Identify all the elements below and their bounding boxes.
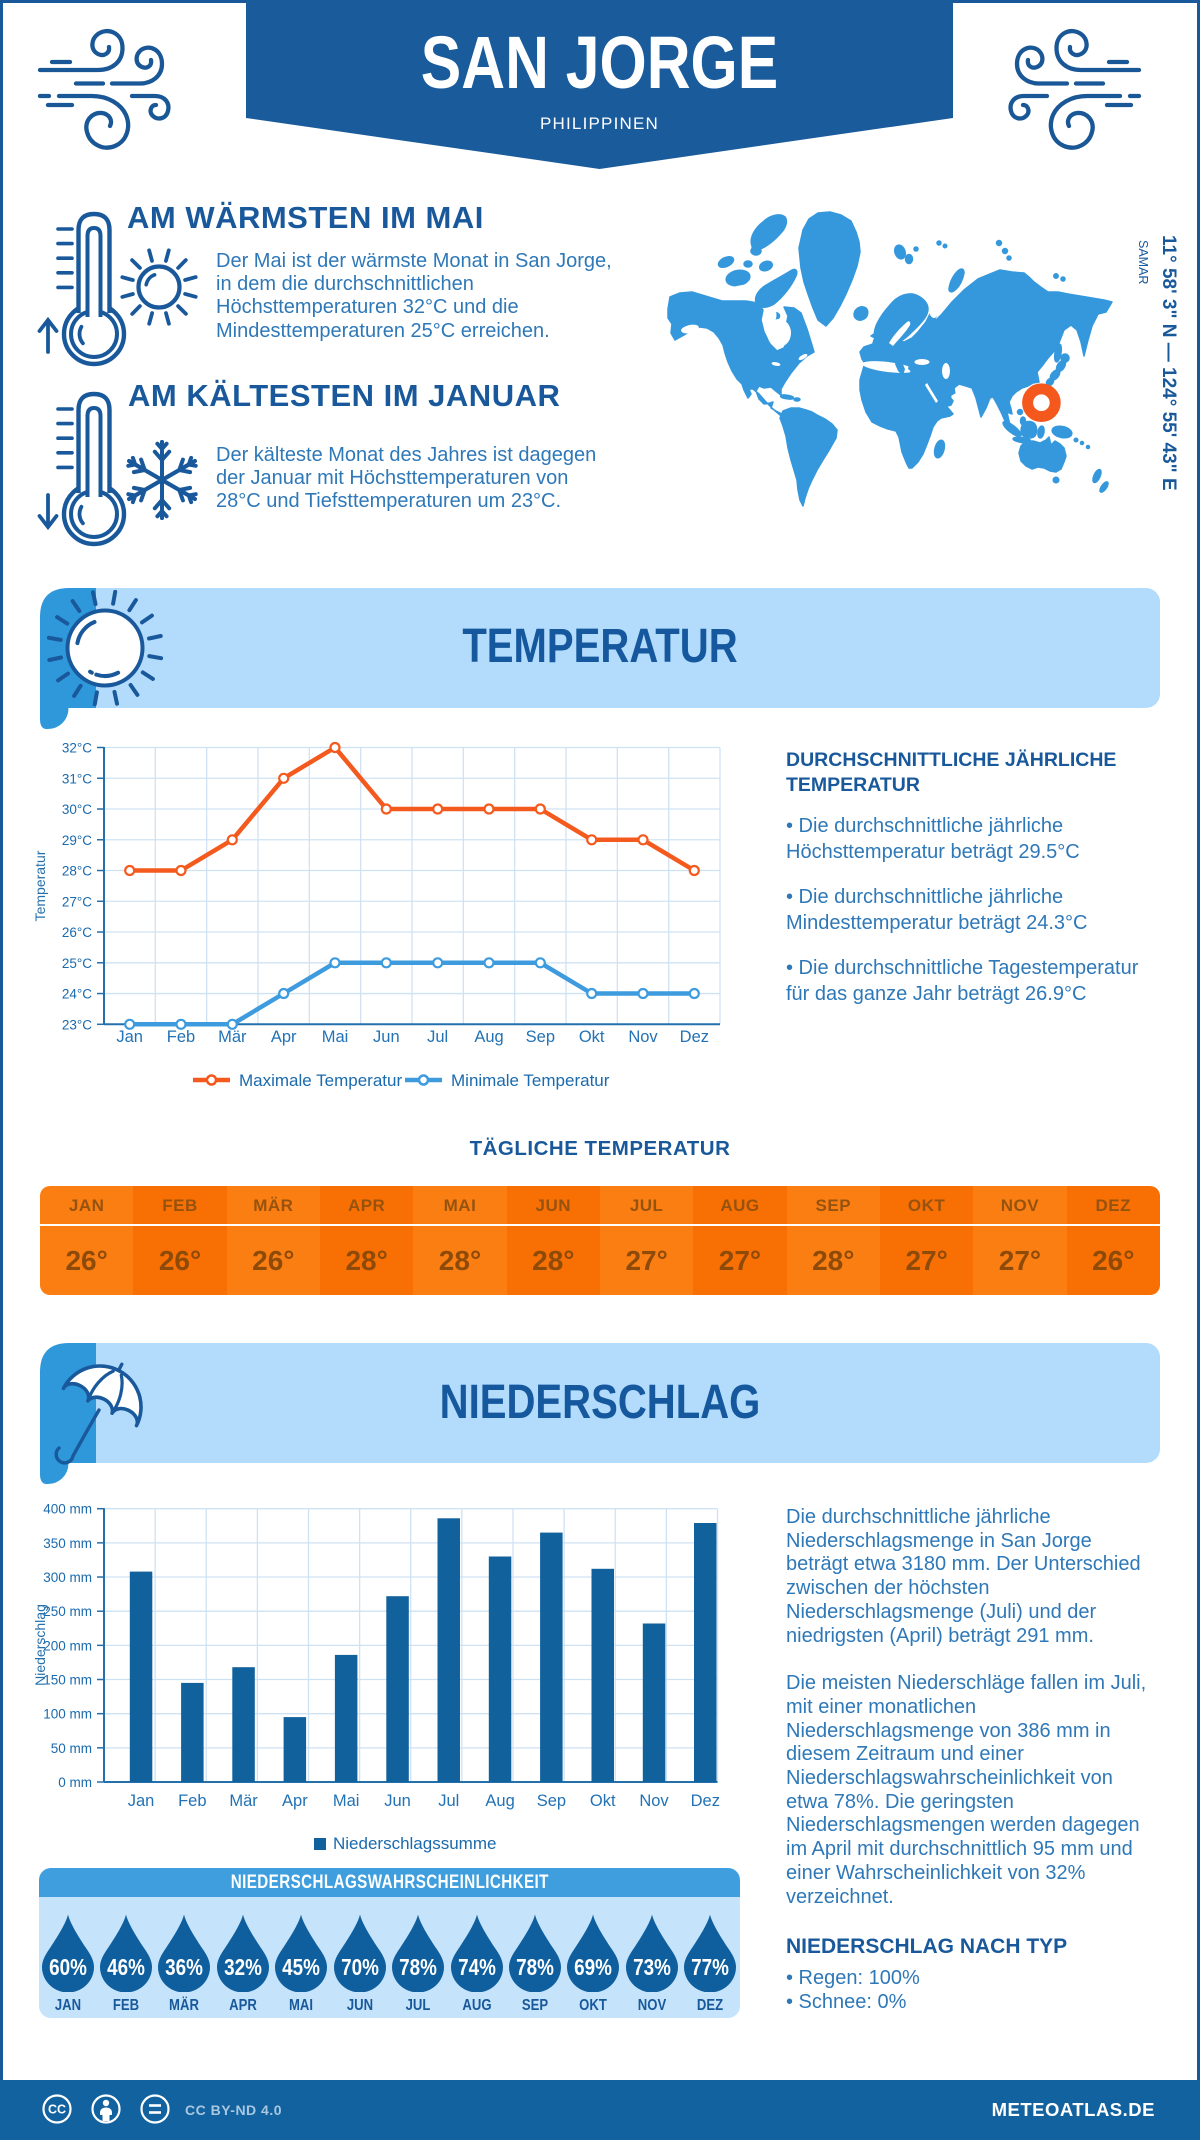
svg-text:Feb: Feb bbox=[167, 1028, 195, 1046]
svg-text:Jul: Jul bbox=[438, 1792, 459, 1810]
svg-text:26°C: 26°C bbox=[62, 925, 92, 940]
svg-text:Jul: Jul bbox=[427, 1028, 448, 1046]
svg-text:Dez: Dez bbox=[691, 1792, 720, 1810]
svg-text:Niederschlag: Niederschlag bbox=[32, 1604, 48, 1686]
svg-text:Dez: Dez bbox=[680, 1028, 709, 1046]
svg-text:50 mm: 50 mm bbox=[51, 1741, 92, 1756]
svg-text:31°C: 31°C bbox=[62, 771, 92, 786]
svg-text:30°C: 30°C bbox=[62, 802, 92, 817]
svg-text:CC: CC bbox=[48, 2103, 66, 2117]
svg-text:Mär: Mär bbox=[218, 1028, 247, 1046]
svg-text:Feb: Feb bbox=[178, 1792, 206, 1810]
svg-text:Apr: Apr bbox=[271, 1028, 297, 1046]
svg-text:Sep: Sep bbox=[537, 1792, 566, 1810]
svg-text:150 mm: 150 mm bbox=[43, 1673, 92, 1688]
svg-text:Jun: Jun bbox=[384, 1792, 411, 1810]
svg-text:Jun: Jun bbox=[373, 1028, 400, 1046]
svg-text:400 mm: 400 mm bbox=[43, 1502, 92, 1517]
svg-text:350 mm: 350 mm bbox=[43, 1536, 92, 1551]
svg-text:Aug: Aug bbox=[485, 1792, 514, 1810]
svg-text:28°C: 28°C bbox=[62, 864, 92, 879]
svg-text:23°C: 23°C bbox=[62, 1017, 92, 1032]
svg-text:25°C: 25°C bbox=[62, 956, 92, 971]
svg-text:300 mm: 300 mm bbox=[43, 1570, 92, 1585]
svg-text:29°C: 29°C bbox=[62, 833, 92, 848]
svg-text:200 mm: 200 mm bbox=[43, 1638, 92, 1653]
svg-text:Jan: Jan bbox=[116, 1028, 143, 1046]
svg-text:Niederschlagssumme: Niederschlagssumme bbox=[333, 1834, 496, 1853]
svg-text:32°C: 32°C bbox=[62, 741, 92, 756]
svg-text:Okt: Okt bbox=[590, 1792, 616, 1810]
svg-text:Sep: Sep bbox=[526, 1028, 555, 1046]
svg-text:24°C: 24°C bbox=[62, 987, 92, 1002]
svg-text:Mai: Mai bbox=[322, 1028, 349, 1046]
svg-text:Aug: Aug bbox=[474, 1028, 503, 1046]
svg-text:100 mm: 100 mm bbox=[43, 1707, 92, 1722]
svg-text:Mär: Mär bbox=[229, 1792, 258, 1810]
svg-text:Maximale Temperatur: Maximale Temperatur bbox=[239, 1071, 402, 1090]
svg-text:Nov: Nov bbox=[639, 1792, 669, 1810]
svg-text:0 mm: 0 mm bbox=[58, 1775, 92, 1790]
svg-text:Nov: Nov bbox=[628, 1028, 658, 1046]
svg-text:Apr: Apr bbox=[282, 1792, 308, 1810]
svg-text:Jan: Jan bbox=[128, 1792, 155, 1810]
svg-text:Mai: Mai bbox=[333, 1792, 360, 1810]
svg-text:27°C: 27°C bbox=[62, 894, 92, 909]
svg-text:250 mm: 250 mm bbox=[43, 1604, 92, 1619]
svg-text:Minimale Temperatur: Minimale Temperatur bbox=[451, 1071, 610, 1090]
svg-text:Temperatur: Temperatur bbox=[32, 850, 48, 921]
svg-text:Okt: Okt bbox=[579, 1028, 605, 1046]
